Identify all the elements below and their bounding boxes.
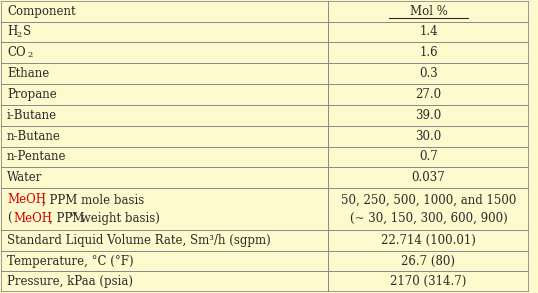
Text: Component: Component (7, 5, 76, 18)
Bar (1, 126, 529, 146)
Text: (: ( (7, 212, 12, 225)
Text: (~ 30, 150, 300, 600, 900): (~ 30, 150, 300, 600, 900) (350, 212, 507, 225)
Text: MeOH: MeOH (7, 193, 46, 206)
Bar (1, 146, 529, 167)
Text: 2: 2 (17, 30, 22, 39)
Text: n-Pentane: n-Pentane (7, 150, 67, 163)
Text: Temperature, °C (°F): Temperature, °C (°F) (7, 255, 133, 268)
Text: 0.7: 0.7 (419, 150, 438, 163)
Text: w: w (70, 210, 77, 218)
Bar (1, 188, 529, 230)
Bar (1, 272, 529, 292)
Bar (1, 167, 529, 188)
Text: n-Butane: n-Butane (7, 130, 61, 143)
Text: Water: Water (7, 171, 43, 184)
Text: 27.0: 27.0 (415, 88, 442, 101)
Bar (1, 42, 529, 63)
Text: weight basis): weight basis) (77, 212, 160, 225)
Text: Standard Liquid Volume Rate, Sm³/h (sgpm): Standard Liquid Volume Rate, Sm³/h (sgpm… (7, 234, 271, 247)
Bar (1, 230, 529, 251)
Text: 22.714 (100.01): 22.714 (100.01) (381, 234, 476, 247)
Text: S: S (24, 25, 32, 38)
Bar (1, 251, 529, 272)
Text: 0.3: 0.3 (419, 67, 438, 80)
Bar (1, 105, 529, 126)
Bar (1, 84, 529, 105)
Bar (1, 63, 529, 84)
Text: 1.6: 1.6 (419, 46, 438, 59)
Text: H: H (7, 25, 17, 38)
Text: i-Butane: i-Butane (7, 109, 57, 122)
Text: Mol %: Mol % (409, 5, 448, 18)
Text: 26.7 (80): 26.7 (80) (401, 255, 456, 268)
Bar (1, 21, 529, 42)
Text: Propane: Propane (7, 88, 57, 101)
Text: , PPM: , PPM (49, 212, 84, 225)
Text: 0.037: 0.037 (412, 171, 445, 184)
Text: 2170 (314.7): 2170 (314.7) (390, 275, 466, 288)
Text: 50, 250, 500, 1000, and 1500: 50, 250, 500, 1000, and 1500 (341, 193, 516, 206)
Text: CO: CO (7, 46, 26, 59)
Text: MeOH: MeOH (14, 212, 53, 225)
Text: Pressure, kPaa (psia): Pressure, kPaa (psia) (7, 275, 133, 288)
Text: , PPM mole basis: , PPM mole basis (42, 193, 144, 206)
Text: 1.4: 1.4 (419, 25, 438, 38)
Text: 39.0: 39.0 (415, 109, 442, 122)
Text: 30.0: 30.0 (415, 130, 442, 143)
Bar (1, 1, 529, 21)
Text: 2: 2 (27, 51, 32, 59)
Text: Ethane: Ethane (7, 67, 49, 80)
